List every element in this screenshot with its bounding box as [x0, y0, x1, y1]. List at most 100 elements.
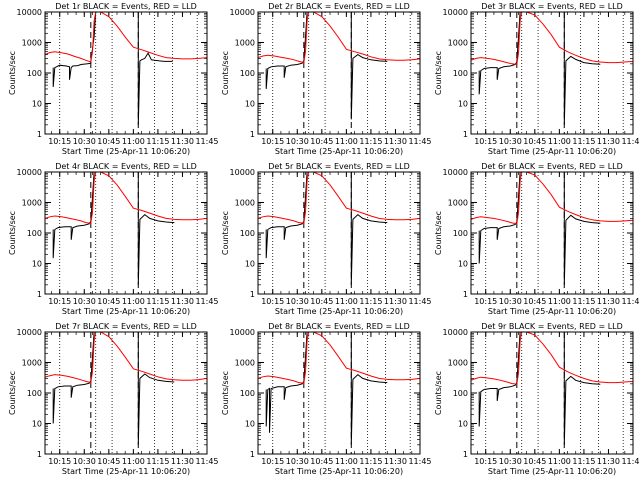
x-tick-label: 10:30: [286, 297, 309, 306]
panel-title: Det 2r BLACK = Events, RED = LLD: [268, 2, 410, 11]
y-tick-label: 1000: [448, 39, 468, 48]
events-series-line: [52, 172, 175, 285]
events-series-line: [265, 12, 388, 120]
events-series-line: [265, 172, 388, 285]
y-axis-label: Counts/sec: [434, 371, 443, 415]
detector-panel: Det 8r BLACK = Events, RED = LLD 1 10 100 10…: [221, 322, 432, 476]
x-tick-label: 11:30: [171, 137, 194, 146]
panel-title: Det 1r BLACK = Events, RED = LLD: [55, 2, 197, 11]
x-tick-label: 10:45: [97, 137, 120, 146]
x-tick-label: 11:15: [359, 457, 382, 466]
y-tick-label: 10: [245, 100, 255, 109]
y-tick-label: 10: [245, 420, 255, 429]
x-tick-label: 10:15: [261, 297, 284, 306]
x-tick-label: 11:30: [384, 457, 407, 466]
x-tick-label: 11:00: [122, 137, 145, 146]
x-tick-label: 11:45: [408, 297, 431, 306]
x-tick-label: 11:15: [146, 137, 169, 146]
x-tick-label: 11:45: [621, 297, 640, 306]
detector-panel: Det 5r BLACK = Events, RED = LLD 1 10 100 10…: [221, 162, 432, 316]
detector-panel: Det 6r BLACK = Events, RED = LLD 1 10 100 10…: [434, 162, 640, 316]
x-tick-label: 11:30: [171, 297, 194, 306]
y-tick-label: 1: [463, 130, 468, 139]
plot-frame: [470, 171, 634, 295]
y-tick-label: 10: [32, 100, 42, 109]
plot-frame: [44, 331, 208, 455]
y-tick-label: 10000: [443, 328, 468, 337]
y-axis-label: Counts/sec: [8, 371, 17, 415]
y-tick-label: 1: [37, 130, 42, 139]
y-tick-label: 1: [250, 450, 255, 459]
x-tick-label: 11:30: [597, 137, 620, 146]
x-axis-label: Start Time (25-Apr-11 10:06:20): [62, 147, 190, 156]
plot-frame: [470, 331, 634, 455]
y-tick-label: 1000: [22, 39, 42, 48]
lld-series-line: [471, 332, 633, 385]
y-tick-label: 1000: [235, 359, 255, 368]
x-tick-label: 11:30: [384, 137, 407, 146]
x-tick-label: 10:15: [48, 137, 71, 146]
x-tick-label: 10:15: [48, 297, 71, 306]
detector-panel: Det 3r BLACK = Events, RED = LLD 1 10 100 10…: [434, 2, 640, 156]
x-tick-label: 10:45: [523, 137, 546, 146]
y-tick-label: 1: [250, 290, 255, 299]
lld-series-line: [258, 332, 420, 384]
x-tick-label: 11:45: [621, 137, 640, 146]
x-axis-label: Start Time (25-Apr-11 10:06:20): [62, 467, 190, 476]
lld-series-line: [45, 172, 207, 224]
plot-frame: [257, 171, 421, 295]
y-tick-label: 10: [245, 260, 255, 269]
y-tick-label: 100: [240, 69, 255, 78]
x-tick-label: 11:45: [195, 457, 218, 466]
x-tick-label: 10:30: [286, 137, 309, 146]
y-tick-label: 10000: [230, 168, 255, 177]
x-tick-label: 11:00: [335, 137, 358, 146]
y-axis-label: Counts/sec: [8, 211, 17, 255]
plot-frame: [470, 11, 634, 135]
events-series-line: [478, 332, 601, 445]
y-tick-label: 1000: [22, 359, 42, 368]
y-tick-label: 1000: [448, 359, 468, 368]
y-axis-label: Counts/sec: [8, 51, 17, 95]
x-tick-label: 11:45: [621, 457, 640, 466]
x-tick-label: 11:30: [171, 457, 194, 466]
x-tick-label: 11:45: [195, 137, 218, 146]
x-tick-label: 10:30: [499, 137, 522, 146]
events-series-line: [478, 12, 601, 125]
y-tick-label: 10000: [443, 8, 468, 17]
y-tick-label: 1000: [448, 199, 468, 208]
y-tick-label: 100: [240, 389, 255, 398]
y-tick-label: 1000: [22, 199, 42, 208]
x-tick-label: 11:15: [572, 297, 595, 306]
y-tick-label: 10: [458, 100, 468, 109]
x-tick-label: 11:30: [384, 297, 407, 306]
lld-series-line: [471, 12, 633, 66]
x-tick-label: 10:45: [523, 297, 546, 306]
x-tick-label: 11:00: [335, 297, 358, 306]
x-tick-label: 11:15: [359, 297, 382, 306]
x-tick-label: 11:00: [548, 297, 571, 306]
x-tick-label: 10:30: [73, 297, 96, 306]
x-axis-label: Start Time (25-Apr-11 10:06:20): [275, 467, 403, 476]
x-tick-label: 10:30: [73, 457, 96, 466]
y-tick-label: 100: [27, 69, 42, 78]
x-tick-label: 10:15: [474, 137, 497, 146]
x-axis-label: Start Time (25-Apr-11 10:06:20): [275, 307, 403, 316]
panel-title: Det 4r BLACK = Events, RED = LLD: [55, 162, 197, 171]
y-tick-label: 100: [453, 229, 468, 238]
y-tick-label: 10000: [17, 168, 42, 177]
x-tick-label: 10:45: [310, 457, 333, 466]
x-tick-label: 11:00: [335, 457, 358, 466]
x-tick-label: 11:00: [122, 297, 145, 306]
panel-title: Det 3r BLACK = Events, RED = LLD: [481, 2, 623, 11]
x-tick-label: 10:15: [261, 137, 284, 146]
y-axis-label: Counts/sec: [221, 371, 230, 415]
detector-panel: Det 4r BLACK = Events, RED = LLD 1 10 100 10…: [8, 162, 219, 316]
panel-title: Det 9r BLACK = Events, RED = LLD: [481, 322, 623, 331]
x-tick-label: 11:15: [146, 457, 169, 466]
x-tick-label: 10:15: [474, 297, 497, 306]
events-series-line: [478, 172, 601, 285]
x-tick-label: 11:15: [359, 137, 382, 146]
y-tick-label: 100: [240, 229, 255, 238]
